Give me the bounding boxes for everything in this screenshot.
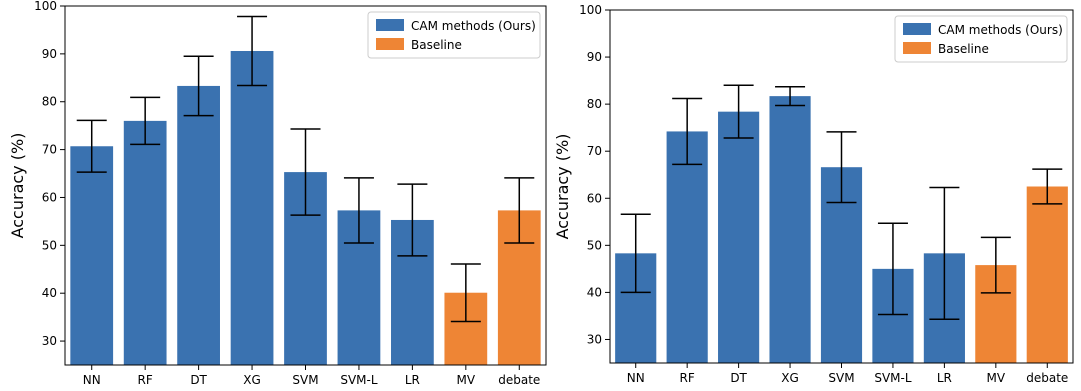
y-tick-label: 40: [587, 285, 602, 299]
x-tick-label-rf: RF: [680, 371, 695, 385]
y-tick-label: 30: [42, 334, 57, 348]
bar-debate: [1027, 187, 1068, 364]
bar-rf: [124, 121, 167, 365]
y-tick-label: 40: [42, 286, 57, 300]
y-tick-label: 70: [587, 144, 602, 158]
y-tick-label: 80: [42, 95, 57, 109]
bar-rf: [667, 131, 708, 363]
x-tick-label-dt: DT: [730, 371, 747, 385]
y-tick-label: 60: [42, 190, 57, 204]
x-tick-label-lr: LR: [405, 373, 420, 387]
y-tick-label: 80: [587, 97, 602, 111]
x-tick-label-nn: NN: [627, 371, 645, 385]
y-axis-title: Accuracy (%): [553, 134, 572, 240]
x-tick-label-svm: SVM: [292, 373, 318, 387]
y-tick-label: 90: [42, 47, 57, 61]
x-tick-label-xg: XG: [781, 371, 799, 385]
y-tick-label: 70: [42, 143, 57, 157]
x-tick-label-svm-l: SVM-L: [874, 371, 912, 385]
bar-nn: [70, 146, 113, 365]
y-tick-label: 50: [42, 238, 57, 252]
legend-swatch: [903, 23, 931, 35]
legend: CAM methods (Ours) Baseline: [368, 12, 540, 58]
bar-xg: [769, 96, 810, 363]
legend-label: Baseline: [411, 38, 462, 52]
legend-swatch: [376, 38, 404, 50]
x-tick-label-svm: SVM: [828, 371, 854, 385]
x-tick-label-debate: debate: [1026, 371, 1068, 385]
legend-label: CAM methods (Ours): [938, 23, 1063, 37]
y-tick-label: 90: [587, 50, 602, 64]
bar-dt: [718, 112, 759, 363]
legend-swatch: [376, 19, 404, 31]
bar-xg: [231, 51, 274, 365]
legend: CAM methods (Ours) Baseline: [895, 16, 1067, 62]
y-tick-label: 100: [34, 0, 57, 13]
x-tick-label-dt: DT: [190, 373, 207, 387]
y-tick-label: 100: [579, 3, 602, 17]
x-tick-label-svm-l: SVM-L: [340, 373, 378, 387]
x-tick-label-xg: XG: [243, 373, 261, 387]
x-tick-label-mv: MV: [457, 373, 476, 387]
x-tick-label-debate: debate: [498, 373, 540, 387]
chart-2: 30 40 50 60 70 80 90 100 NN RF DT XG SVM SVM-L LR MV deb…: [553, 3, 1073, 385]
y-tick-label: 30: [587, 332, 602, 346]
legend-label: Baseline: [938, 42, 989, 56]
x-tick-label-lr: LR: [937, 371, 952, 385]
y-tick-label: 50: [587, 238, 602, 252]
x-tick-label-mv: MV: [987, 371, 1006, 385]
y-axis-title: Accuracy (%): [8, 133, 27, 239]
x-tick-label-rf: RF: [138, 373, 153, 387]
legend-label: CAM methods (Ours): [411, 19, 536, 33]
legend-swatch: [903, 42, 931, 54]
y-tick-label: 60: [587, 191, 602, 205]
x-tick-label-nn: NN: [83, 373, 101, 387]
chart-1: 30 40 50 60 70 80 90 100 NN RF DT XG SVM SVM-L LR MV deb…: [8, 0, 546, 387]
bar-dt: [177, 86, 220, 365]
